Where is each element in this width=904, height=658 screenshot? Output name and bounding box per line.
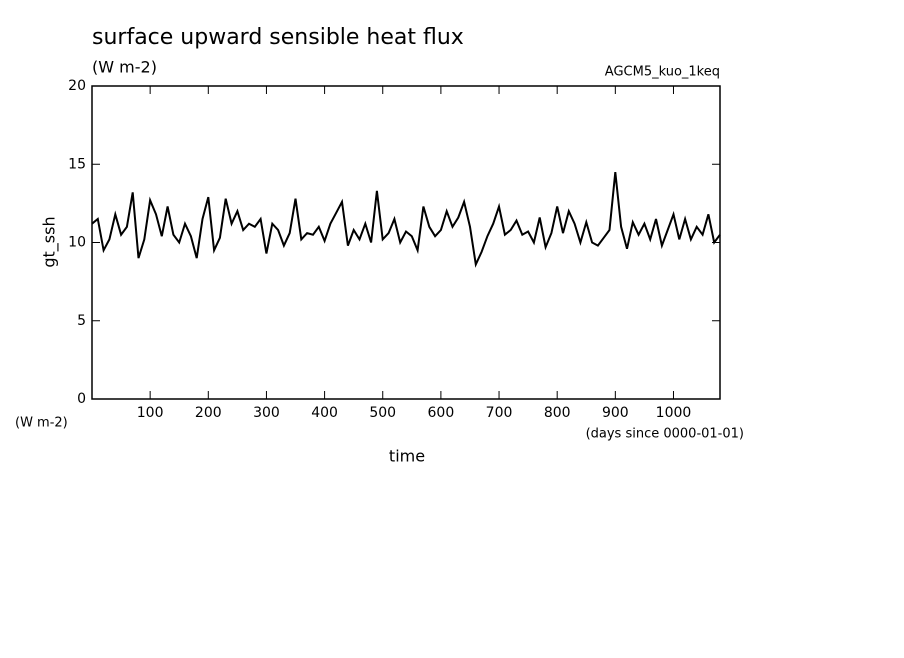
chart-subtitle: (W m-2)	[92, 58, 157, 77]
x-tick-label: 1000	[656, 405, 692, 421]
x-units: (days since 0000-01-01)	[586, 427, 744, 442]
x-tick-label: 800	[544, 405, 571, 421]
y-tick-label: 20	[68, 78, 86, 94]
y-tick-label: 5	[77, 313, 86, 329]
x-axis-label: time	[389, 447, 425, 466]
x-tick-label: 900	[602, 405, 629, 421]
run-label: AGCM5_kuo_1keq	[605, 65, 720, 80]
y-tick-label: 0	[77, 391, 86, 407]
data-line	[91, 171, 721, 268]
corner-label: (W m-2)	[15, 416, 68, 431]
x-tick-label: 400	[311, 405, 338, 421]
x-tick-label: 600	[428, 405, 455, 421]
x-tick-label: 500	[369, 405, 396, 421]
y-tick-label: 15	[68, 156, 86, 172]
y-axis-label: gt_ssh	[40, 216, 60, 267]
chart-title: surface upward sensible heat flux	[92, 25, 464, 50]
y-tick-label: 10	[68, 235, 86, 251]
x-tick-label: 200	[195, 405, 222, 421]
x-tick-label: 300	[253, 405, 280, 421]
x-tick-label: 700	[486, 405, 513, 421]
x-tick-label: 100	[137, 405, 164, 421]
